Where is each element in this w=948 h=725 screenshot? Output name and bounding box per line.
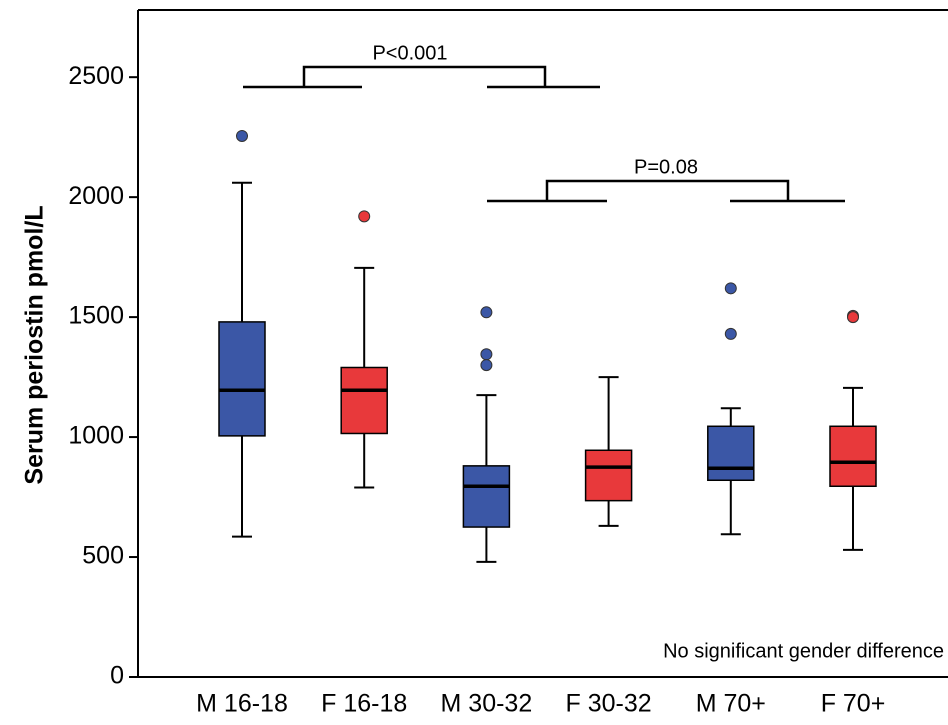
annotation: No significant gender difference (663, 640, 944, 662)
annotation: P=0.08 (634, 156, 698, 178)
outlier (847, 311, 859, 324)
box (707, 425, 755, 482)
outlier (480, 359, 493, 372)
outlier (358, 210, 371, 223)
y-tick-label: 1000 (68, 422, 124, 450)
y-tick-label: 2500 (68, 62, 124, 90)
y-tick-label: 1500 (68, 302, 124, 330)
x-tick-label: F 70+ (821, 690, 886, 718)
bracket (545, 179, 790, 201)
outlier (236, 129, 248, 142)
annotation: P<0.001 (372, 42, 447, 64)
y-tick-label: 500 (82, 542, 124, 570)
bracket (302, 65, 547, 87)
x-tick-label: M 70+ (696, 690, 766, 718)
box (218, 321, 266, 437)
x-tick-label: F 16-18 (321, 690, 407, 718)
frame (137, 9, 948, 678)
box (462, 465, 511, 528)
x-tick-label: M 30-32 (441, 690, 533, 718)
box (584, 449, 633, 502)
y-axis-label: Serum periostin pmol/L (21, 205, 49, 484)
outlier (724, 282, 737, 295)
box (829, 425, 877, 488)
x-tick-label: M 16-18 (196, 690, 288, 718)
y-tick-label: 2000 (68, 182, 124, 210)
outlier (480, 348, 493, 361)
brackets (243, 65, 845, 203)
box (340, 366, 388, 435)
outlier (480, 306, 493, 319)
y-tick-label: 0 (110, 662, 124, 690)
outlier (724, 327, 737, 340)
x-tick-label: F 30-32 (566, 690, 652, 718)
